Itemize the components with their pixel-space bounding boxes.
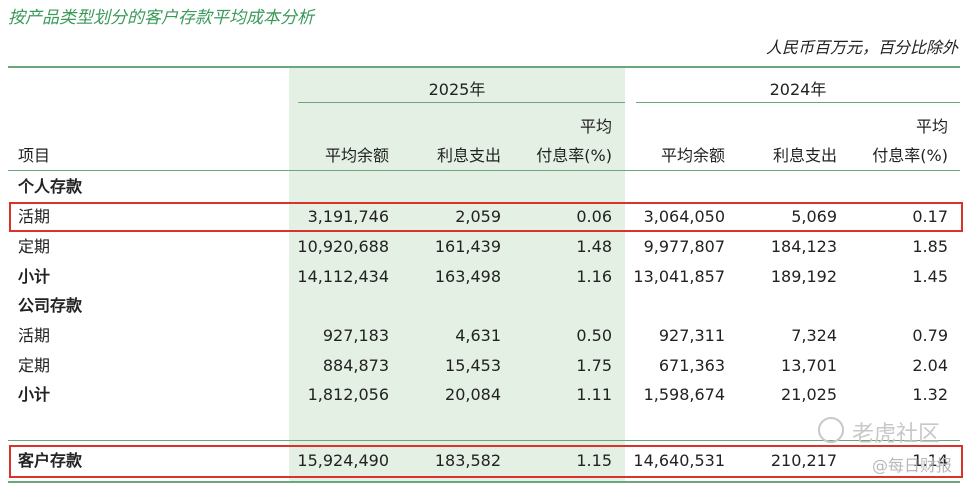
table-cell: 3,064,050 (643, 207, 725, 226)
year-rule-2025 (298, 102, 625, 103)
top-rule (8, 66, 960, 68)
table-cell: 927,311 (658, 326, 725, 345)
header-rate-top-2025: 平均 (579, 117, 612, 136)
table-cell: 1.32 (912, 385, 948, 404)
section-corporate-deposits: 公司存款 (18, 296, 83, 315)
table-cell: 10,920,688 (297, 237, 389, 256)
table-cell: 927,183 (322, 326, 389, 345)
header-rate-bottom-2025: 付息率(%) (536, 146, 612, 165)
header-rule (8, 170, 960, 171)
table-cell: 5,069 (791, 207, 837, 226)
table-cell: 163,498 (434, 267, 501, 286)
table-cell: 1.14 (912, 451, 948, 470)
row-label: 小计 (18, 267, 51, 286)
highlight-box-total-deposits (9, 445, 963, 478)
watermark-brand: 老虎社区 (852, 422, 941, 447)
tiger-community-logo-icon (818, 417, 844, 443)
header-avg-balance-2025: 平均余额 (324, 146, 389, 165)
table-cell: 1.85 (912, 237, 948, 256)
table-cell: 884,873 (322, 356, 389, 375)
table-cell: 2.04 (912, 356, 948, 375)
table-cell: 1.16 (576, 267, 612, 286)
header-interest-2025: 利息支出 (436, 146, 501, 165)
table-cell: 183,582 (434, 451, 501, 470)
table-cell: 4,631 (455, 326, 501, 345)
column-highlight-2025 (289, 68, 625, 482)
table-title: 按产品类型划分的客户存款平均成本分析 (8, 8, 314, 28)
table-cell: 1,598,674 (643, 385, 725, 404)
year-header-2025: 2025年 (428, 80, 486, 99)
header-item: 项目 (18, 146, 51, 165)
table-cell: 15,453 (445, 356, 501, 375)
watermark-handle: @每日财报 (872, 456, 953, 475)
table-cell: 21,025 (781, 385, 837, 404)
bottom-rule (8, 481, 960, 483)
table-cell: 0.79 (912, 326, 948, 345)
header-interest-2024: 利息支出 (772, 146, 837, 165)
year-header-2024: 2024年 (769, 80, 827, 99)
table-cell: 0.06 (576, 207, 612, 226)
row-label: 定期 (18, 237, 51, 256)
highlight-box-personal-demand (9, 202, 963, 232)
table-cell: 7,324 (791, 326, 837, 345)
table-cell: 1.15 (576, 451, 612, 470)
unit-note: 人民币百万元，百分比除外 (765, 38, 958, 57)
table-cell: 2,059 (455, 207, 501, 226)
section-personal-deposits: 个人存款 (18, 177, 83, 196)
table-cell: 20,084 (445, 385, 501, 404)
header-rate-top-2024: 平均 (915, 117, 948, 136)
table-cell: 1,812,056 (307, 385, 389, 404)
table-cell: 9,977,807 (643, 237, 725, 256)
table-cell: 13,041,857 (633, 267, 725, 286)
header-avg-balance-2024: 平均余额 (660, 146, 725, 165)
table-cell: 189,192 (770, 267, 837, 286)
table-cell: 13,701 (781, 356, 837, 375)
table-cell: 0.50 (576, 326, 612, 345)
table-cell: 3,191,746 (307, 207, 389, 226)
table-cell: 210,217 (770, 451, 837, 470)
row-label: 活期 (18, 326, 51, 345)
row-label: 客户存款 (18, 451, 83, 470)
year-rule-2024 (636, 102, 960, 103)
table-cell: 1.11 (576, 385, 612, 404)
row-label: 活期 (18, 207, 51, 226)
table-cell: 1.48 (576, 237, 612, 256)
table-cell: 161,439 (434, 237, 501, 256)
table-cell: 14,640,531 (633, 451, 725, 470)
table-cell: 671,363 (658, 356, 725, 375)
table-cell: 15,924,490 (297, 451, 389, 470)
row-label: 小计 (18, 385, 51, 404)
table-cell: 14,112,434 (297, 267, 389, 286)
header-rate-bottom-2024: 付息率(%) (872, 146, 948, 165)
row-label: 定期 (18, 356, 51, 375)
table-cell: 0.17 (912, 207, 948, 226)
table-cell: 1.75 (576, 356, 612, 375)
total-rule (8, 440, 960, 441)
table-cell: 1.45 (912, 267, 948, 286)
table-cell: 184,123 (770, 237, 837, 256)
